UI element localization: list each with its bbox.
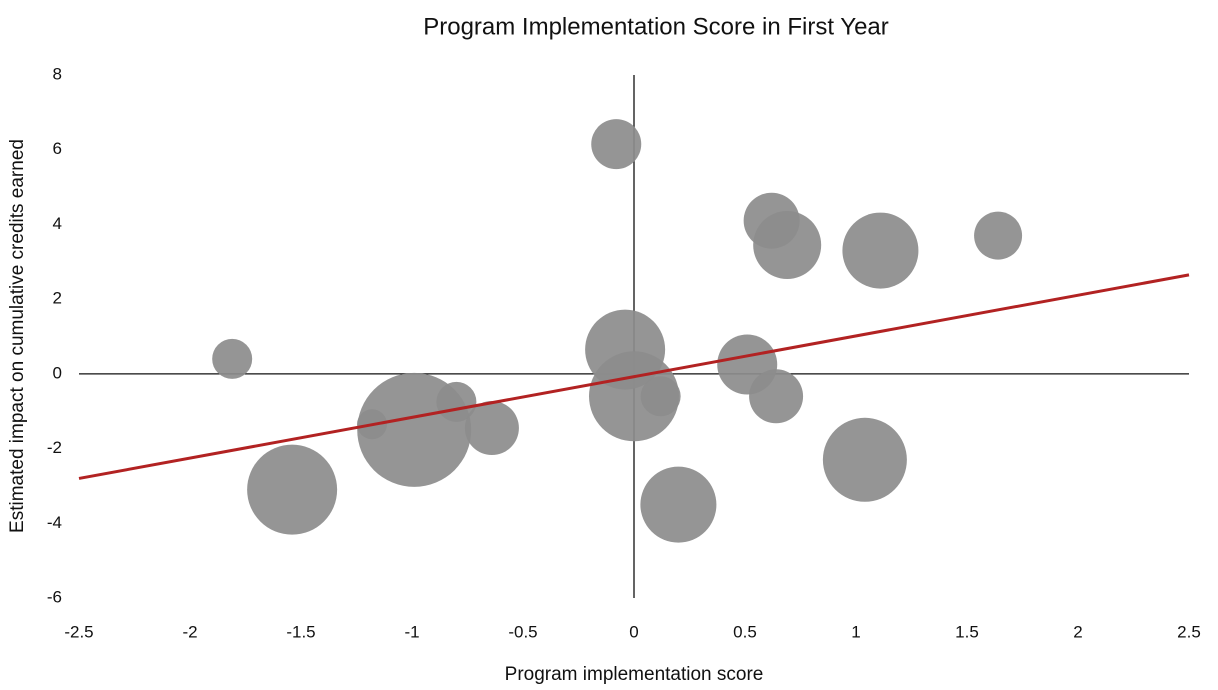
x-tick-label: -2.5 xyxy=(64,622,93,641)
bubble xyxy=(247,444,338,535)
trend-line xyxy=(78,273,1190,480)
bubble xyxy=(842,212,919,289)
y-tick-label: 6 xyxy=(53,139,62,158)
y-axis-title: Estimated impact on cumulative credits e… xyxy=(7,139,28,533)
y-tick-label: 4 xyxy=(53,214,62,233)
x-tick-label: -1 xyxy=(404,622,419,641)
x-tick-label: 2 xyxy=(1073,622,1082,641)
y-tick-label: -4 xyxy=(47,513,62,532)
bubble xyxy=(640,466,717,543)
bubble xyxy=(822,417,907,502)
x-tick-label: 0.5 xyxy=(733,622,757,641)
x-tick-label: 2.5 xyxy=(1177,622,1201,641)
bubble xyxy=(212,338,253,379)
x-tick-label: -2 xyxy=(182,622,197,641)
y-tick-label: -2 xyxy=(47,438,62,457)
x-tick-label: -1.5 xyxy=(286,622,315,641)
chart-title: Program Implementation Score in First Ye… xyxy=(423,13,889,40)
bubble xyxy=(591,119,642,170)
x-tick-label: -0.5 xyxy=(508,622,537,641)
bubble xyxy=(749,369,804,424)
y-tick-label: -6 xyxy=(47,587,62,606)
x-tick-label: 0 xyxy=(629,622,638,641)
bubble xyxy=(640,376,681,417)
y-tick-label: 0 xyxy=(53,363,62,382)
x-axis-title: Program implementation score xyxy=(505,664,764,685)
y-tick-label: 2 xyxy=(53,289,62,308)
bubble xyxy=(753,210,822,279)
x-tick-label: 1 xyxy=(851,622,860,641)
bubble xyxy=(974,211,1023,260)
y-tick-label: 8 xyxy=(53,64,62,83)
x-tick-label: 1.5 xyxy=(955,622,979,641)
bubble xyxy=(464,401,519,456)
